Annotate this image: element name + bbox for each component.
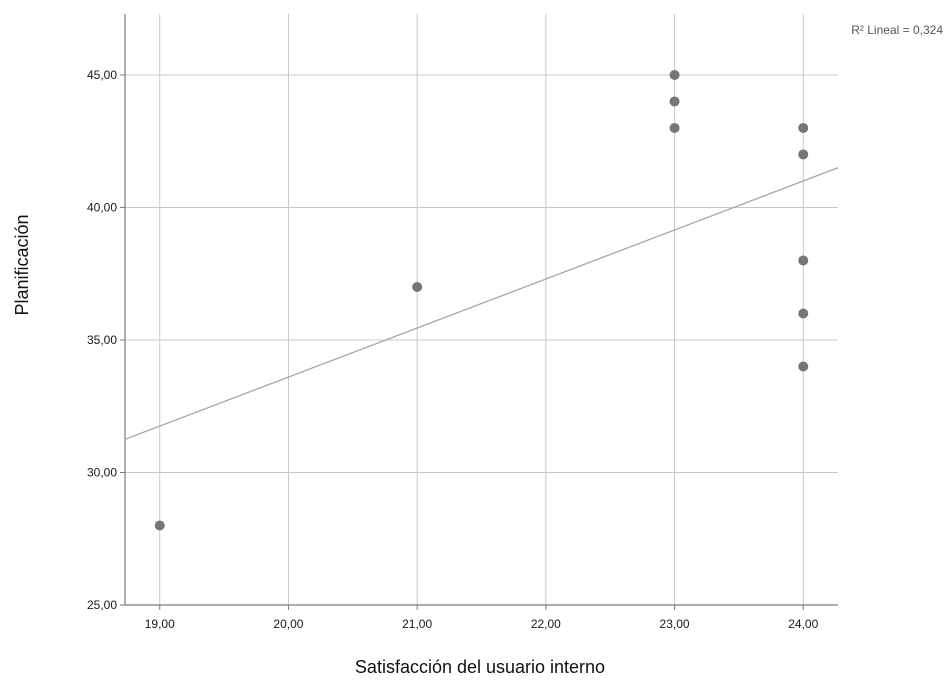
x-tick-label-2: 21,00: [402, 617, 432, 631]
axis-layer: [120, 14, 838, 610]
tick-label-layer: 19,00 20,00 21,00 22,00 23,00 24,00 25,00 30,00…: [87, 68, 819, 631]
y-tick-label-2: 35,00: [87, 333, 117, 347]
data-point-8: [798, 308, 809, 319]
r-squared-annotation: R² Lineal = 0,324: [851, 23, 943, 37]
x-tick-label-3: 22,00: [531, 617, 561, 631]
data-point-5: [798, 122, 809, 133]
fit-line-layer: [124, 167, 839, 440]
grid-layer: [125, 14, 838, 606]
data-point-1: [412, 281, 423, 292]
data-point-2: [669, 69, 680, 80]
y-tick-label-1: 30,00: [87, 465, 117, 479]
data-point-4: [669, 122, 680, 133]
data-point-6: [798, 149, 809, 160]
y-tick-label-0: 25,00: [87, 598, 117, 612]
x-tick-label-1: 20,00: [273, 617, 303, 631]
x-tick-label-5: 24,00: [788, 617, 818, 631]
x-tick-label-4: 23,00: [660, 617, 690, 631]
point-layer: [154, 69, 809, 531]
y-axis-title: Planificación: [12, 214, 32, 315]
x-axis-title: Satisfacción del usuario interno: [355, 657, 605, 677]
data-point-0: [154, 520, 165, 531]
data-point-3: [669, 96, 680, 107]
x-tick-label-0: 19,00: [145, 617, 175, 631]
linear-fit-line: [124, 167, 839, 440]
y-tick-label-4: 45,00: [87, 68, 117, 82]
data-point-9: [798, 361, 809, 372]
y-tick-label-3: 40,00: [87, 200, 117, 214]
data-point-7: [798, 255, 809, 266]
